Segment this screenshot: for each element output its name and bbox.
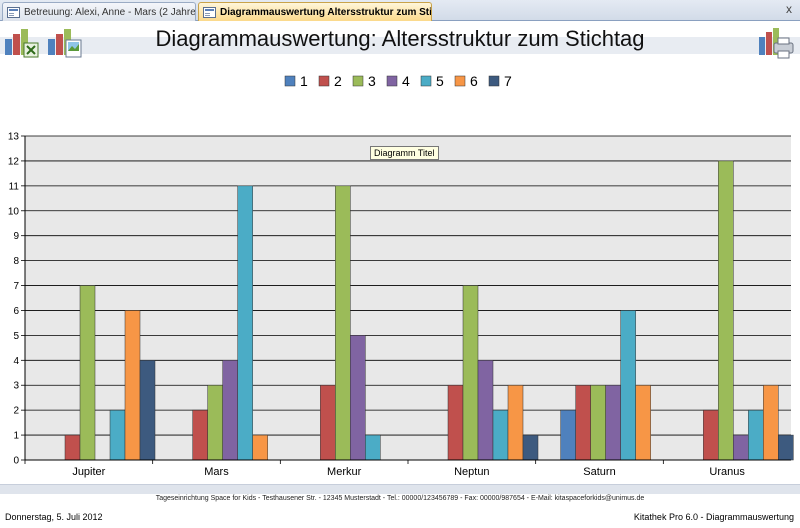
legend-label: 4 <box>402 73 410 89</box>
x-category-label: Uranus <box>709 466 745 478</box>
bar-merkur-3 <box>335 185 351 461</box>
chart-axes <box>24 136 791 461</box>
bar-uranus-6 <box>763 384 779 461</box>
bar-neptun-4 <box>477 360 494 461</box>
form-icon <box>203 6 216 18</box>
chart-legend: 1 2 3 4 5 6 7 <box>284 73 512 89</box>
x-category-label: Mars <box>204 466 229 478</box>
y-tick-label: 4 <box>13 356 19 367</box>
x-category-label: Saturn <box>583 466 615 478</box>
close-icon[interactable]: x <box>786 2 792 16</box>
tab-diagrammauswertung[interactable]: Diagrammauswertung Altersstruktur zum St… <box>198 2 432 21</box>
y-tick-label: 13 <box>8 132 20 143</box>
x-axis-categories: Jupiter Mars Merkur Neptun Saturn Uranus <box>24 460 745 478</box>
print-icon[interactable] <box>758 25 794 59</box>
y-tick-label: 5 <box>13 331 19 342</box>
legend-swatch <box>454 75 466 87</box>
x-category-label: Jupiter <box>72 466 105 478</box>
bar-jupiter-2 <box>64 434 81 461</box>
bar-mars-6 <box>252 434 268 461</box>
legend-label: 6 <box>470 73 478 89</box>
bar-jupiter-6 <box>124 310 141 461</box>
bar-jupiter-3 <box>79 285 96 461</box>
y-tick-label: 8 <box>13 256 19 267</box>
bar-uranus-2 <box>703 409 719 461</box>
bar-uranus-7 <box>778 434 794 461</box>
bar-jupiter-7 <box>139 360 156 461</box>
tab-betreuung[interactable]: Betreuung: Alexi, Anne - Mars (2 Jahre) <box>2 2 196 21</box>
bar-neptun-7 <box>522 434 539 461</box>
footer-date: Donnerstag, 5. Juli 2012 <box>5 512 103 522</box>
x-category-label: Neptun <box>454 466 489 478</box>
chart-title-tooltip: Diagramm Titel <box>370 146 439 160</box>
bar-uranus-4 <box>733 434 749 461</box>
legend-label: 7 <box>504 73 512 89</box>
y-tick-label: 11 <box>9 181 20 192</box>
bar-neptun-2 <box>447 384 464 461</box>
bar-jupiter-5 <box>109 409 126 461</box>
bar-saturn-6 <box>635 384 651 461</box>
tab-strip: Betreuung: Alexi, Anne - Mars (2 Jahre) … <box>0 0 800 21</box>
footer-address: Tageseinrichtung Space for Kids - Testha… <box>155 495 645 502</box>
bar-uranus-5 <box>748 409 764 461</box>
y-tick-label: 1 <box>13 431 19 442</box>
legend-swatch <box>488 75 500 87</box>
bar-neptun-6 <box>507 384 524 461</box>
legend-swatch <box>352 75 364 87</box>
legend-swatch <box>318 75 330 87</box>
legend-swatch <box>284 75 296 87</box>
bar-merkur-2 <box>320 384 336 461</box>
bar-merkur-5 <box>365 434 381 461</box>
bar-mars-2 <box>192 409 208 461</box>
bar-saturn-1 <box>560 409 576 461</box>
tab-label: Betreuung: Alexi, Anne - Mars (2 Jahre) <box>24 6 195 18</box>
page-title: Diagrammauswertung: Altersstruktur zum S… <box>155 26 645 51</box>
y-tick-label: 12 <box>8 156 20 167</box>
chart-bars <box>64 160 794 461</box>
form-icon <box>7 6 20 18</box>
header-band <box>0 37 800 54</box>
bar-neptun-5 <box>492 409 509 461</box>
legend-label: 3 <box>368 73 376 89</box>
excel-export-icon[interactable] <box>4 25 40 59</box>
y-tick-label: 7 <box>13 281 19 292</box>
footer-app-name: Kitathek Pro 6.0 - Diagrammauswertung <box>633 512 794 522</box>
legend-label: 5 <box>436 73 444 89</box>
x-category-label: Merkur <box>327 466 362 478</box>
y-tick-label: 9 <box>13 231 19 242</box>
bar-saturn-2 <box>575 384 591 461</box>
bar-merkur-4 <box>350 335 366 461</box>
bar-mars-4 <box>222 360 238 461</box>
y-tick-label: 10 <box>8 206 20 217</box>
legend-label: 2 <box>334 73 342 89</box>
header: Diagrammauswertung: Altersstruktur zum S… <box>0 22 800 62</box>
y-tick-label: 6 <box>13 306 19 317</box>
tab-label: Diagrammauswertung Altersstruktur zum St… <box>220 6 431 18</box>
bar-uranus-3 <box>718 160 734 461</box>
y-tick-label: 0 <box>13 456 19 467</box>
footer-separator <box>0 484 800 494</box>
bar-mars-3 <box>207 384 223 461</box>
bar-saturn-5 <box>620 310 636 461</box>
bar-saturn-3 <box>590 384 606 461</box>
y-tick-label: 2 <box>13 406 19 417</box>
bar-neptun-3 <box>462 285 479 461</box>
legend-swatch <box>420 75 432 87</box>
bar-saturn-4 <box>605 384 621 461</box>
bar-mars-5 <box>237 185 253 461</box>
legend-label: 1 <box>300 73 308 89</box>
legend-swatch <box>386 75 398 87</box>
y-tick-label: 3 <box>13 381 19 392</box>
image-export-icon[interactable] <box>47 25 83 59</box>
